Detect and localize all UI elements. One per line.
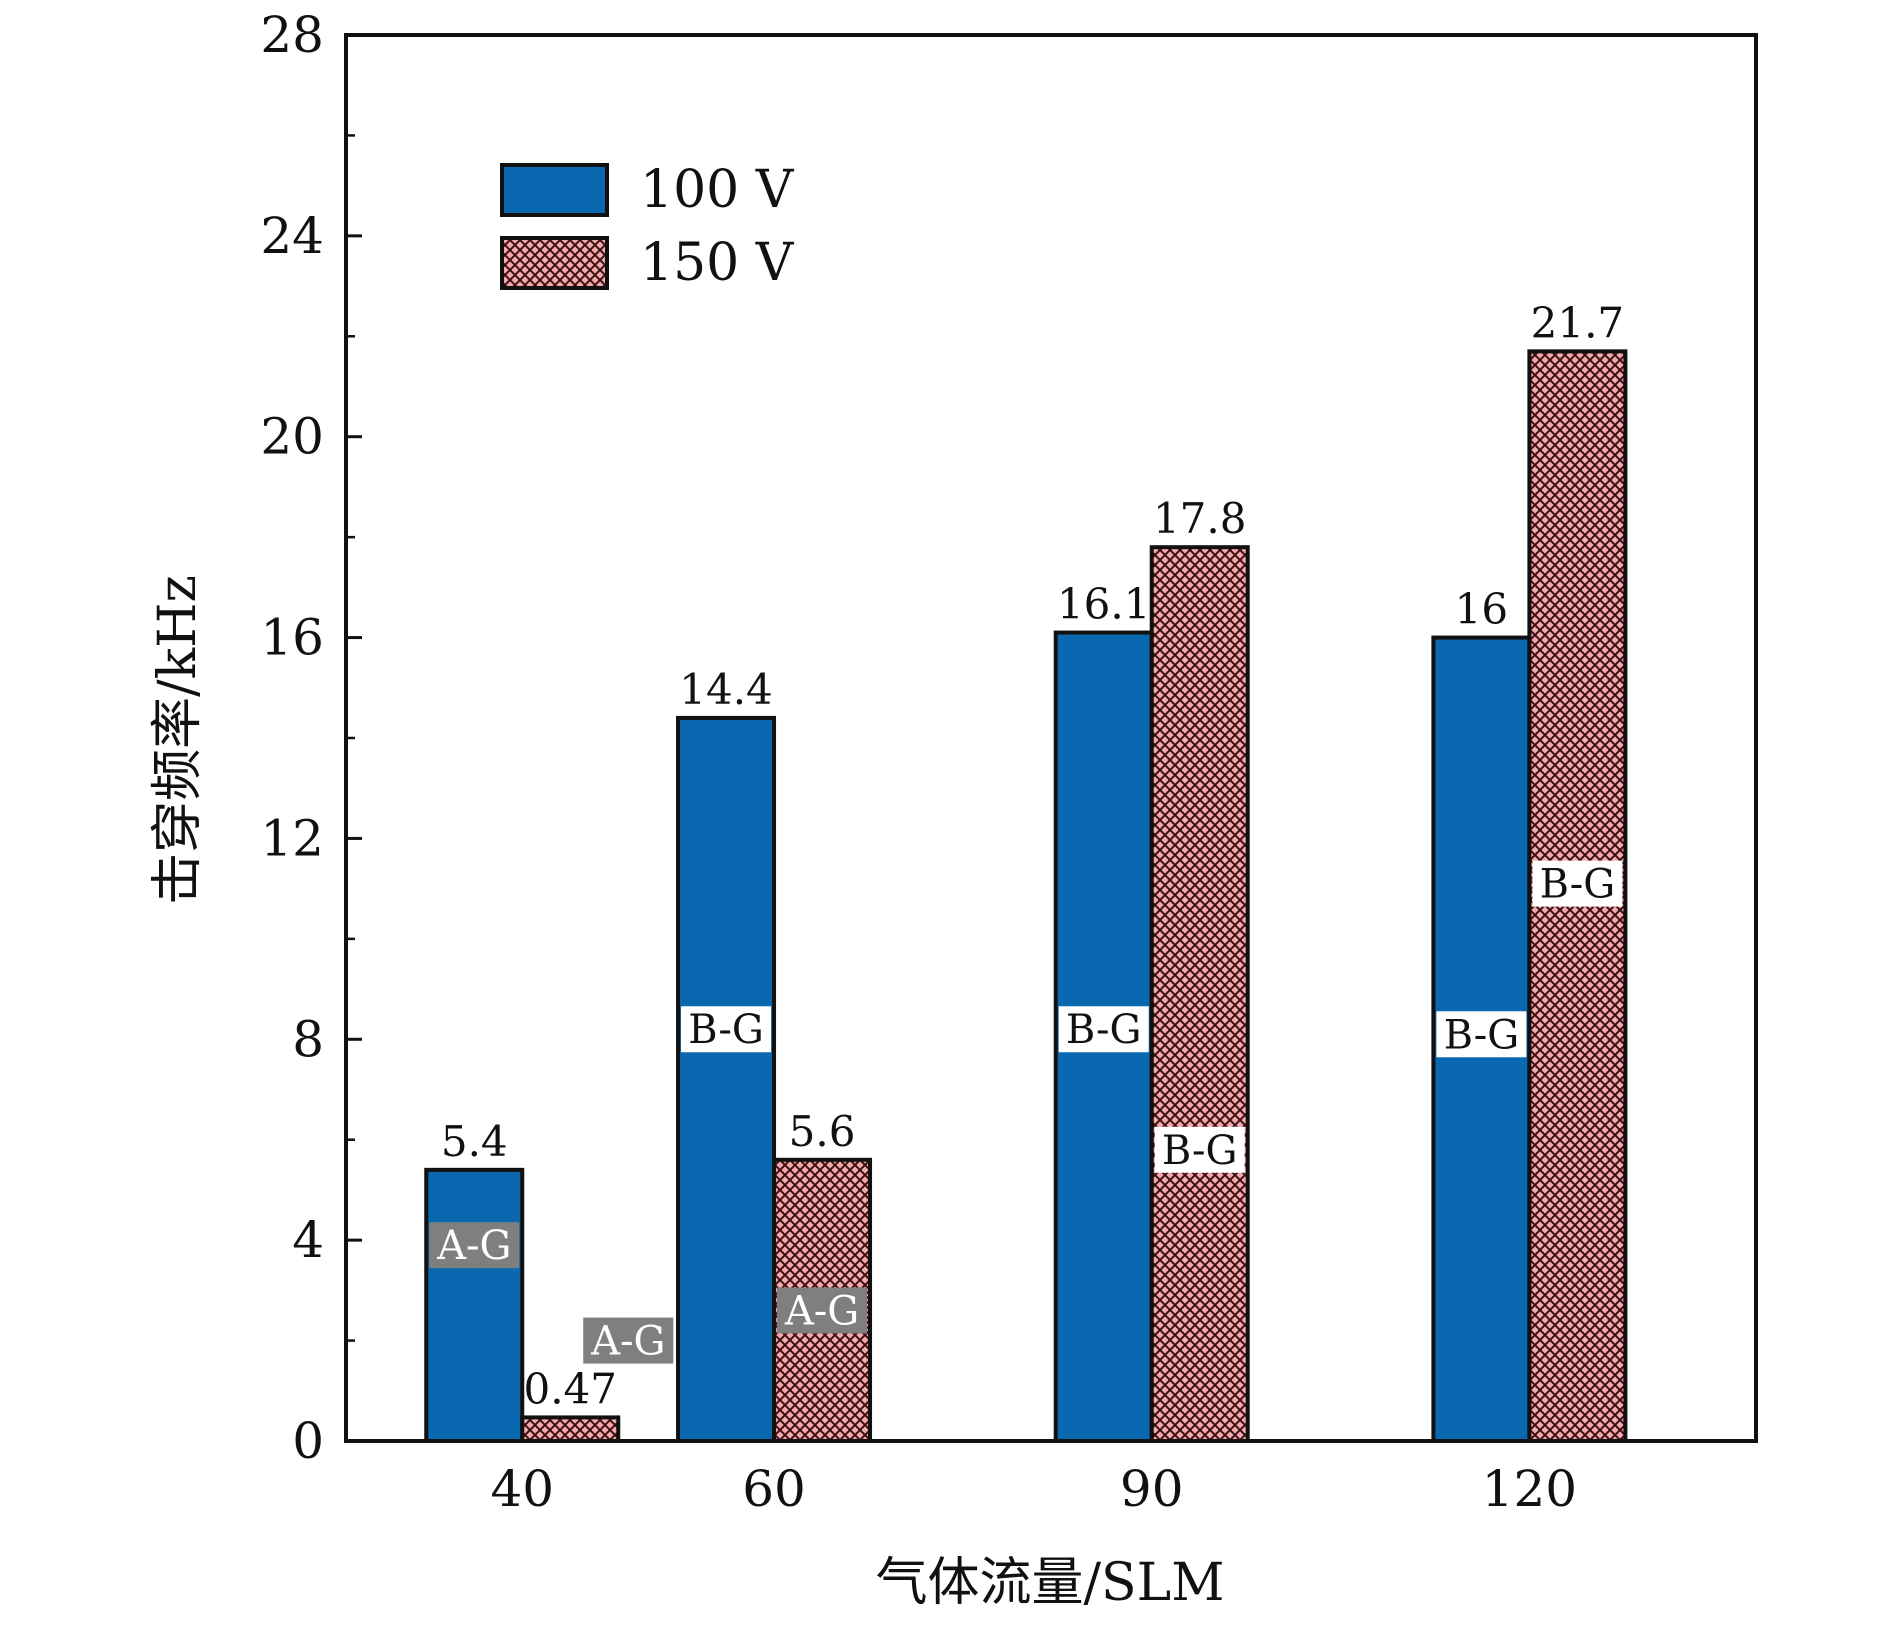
region-label-box	[1436, 1011, 1527, 1058]
x-axis-title: 气体流量/SLM	[876, 1553, 1225, 1613]
y-tick-label: 0	[292, 1412, 324, 1470]
region-label: A-G	[436, 1223, 511, 1269]
bar-value-label: 16	[1455, 585, 1508, 634]
region-label-box	[583, 1317, 674, 1364]
y-tick-label: 4	[292, 1211, 324, 1269]
y-tick-label: 28	[260, 6, 324, 64]
bar-value-label: 17.8	[1153, 494, 1247, 543]
bars	[424, 349, 1628, 1444]
legend-swatch	[500, 236, 609, 290]
region-label-box	[777, 1287, 868, 1334]
legend-label: 150 V	[640, 233, 795, 293]
x-tick-label: 120	[1482, 1460, 1577, 1518]
region-label: B-G	[1066, 1007, 1142, 1053]
bar-100v	[424, 1167, 525, 1444]
region-label-box	[1058, 1006, 1149, 1053]
y-tick-label: 8	[292, 1010, 324, 1068]
region-label: B-G	[1444, 1012, 1520, 1058]
bar-value-label: 5.6	[789, 1107, 856, 1156]
legend-swatch	[500, 163, 609, 217]
y-tick-label: 24	[260, 207, 324, 265]
bar-150v	[520, 1415, 621, 1444]
data-labels: 5.4A-G14.4B-G16.1B-G16B-G0.47A-G5.6A-G17…	[429, 298, 1624, 1413]
y-axis-title: 击穿频率/kHz	[148, 575, 208, 905]
region-label: B-G	[1540, 862, 1616, 908]
region-label: B-G	[688, 1007, 764, 1053]
bar-value-label: 0.47	[523, 1364, 617, 1413]
bar-100v	[676, 715, 777, 1443]
bar-150v	[1149, 545, 1250, 1443]
region-label-box	[1154, 1126, 1245, 1173]
bar-value-label: 21.7	[1531, 298, 1625, 347]
legend: 100 V 150 V	[500, 160, 795, 293]
region-label: A-G	[590, 1319, 665, 1365]
x-tick-label: 60	[742, 1460, 806, 1518]
y-tick-label: 12	[260, 809, 324, 867]
legend-label: 100 V	[640, 160, 795, 220]
region-label-box	[429, 1222, 520, 1269]
bar-value-label: 14.4	[679, 665, 773, 714]
x-tick-label: 40	[490, 1460, 554, 1518]
region-label-box	[1532, 860, 1623, 907]
y-tick-label: 20	[260, 408, 324, 466]
region-label: A-G	[784, 1288, 859, 1334]
region-label-box	[681, 1006, 772, 1053]
region-label: B-G	[1162, 1128, 1238, 1174]
bar-value-label: 5.4	[441, 1117, 508, 1166]
x-tick-label: 90	[1120, 1460, 1184, 1518]
bar-value-label: 16.1	[1057, 580, 1151, 629]
axes: 0 4 8 12 16 20 24 28 40 60 90 120	[260, 6, 1758, 1518]
y-tick-label: 16	[260, 609, 324, 667]
